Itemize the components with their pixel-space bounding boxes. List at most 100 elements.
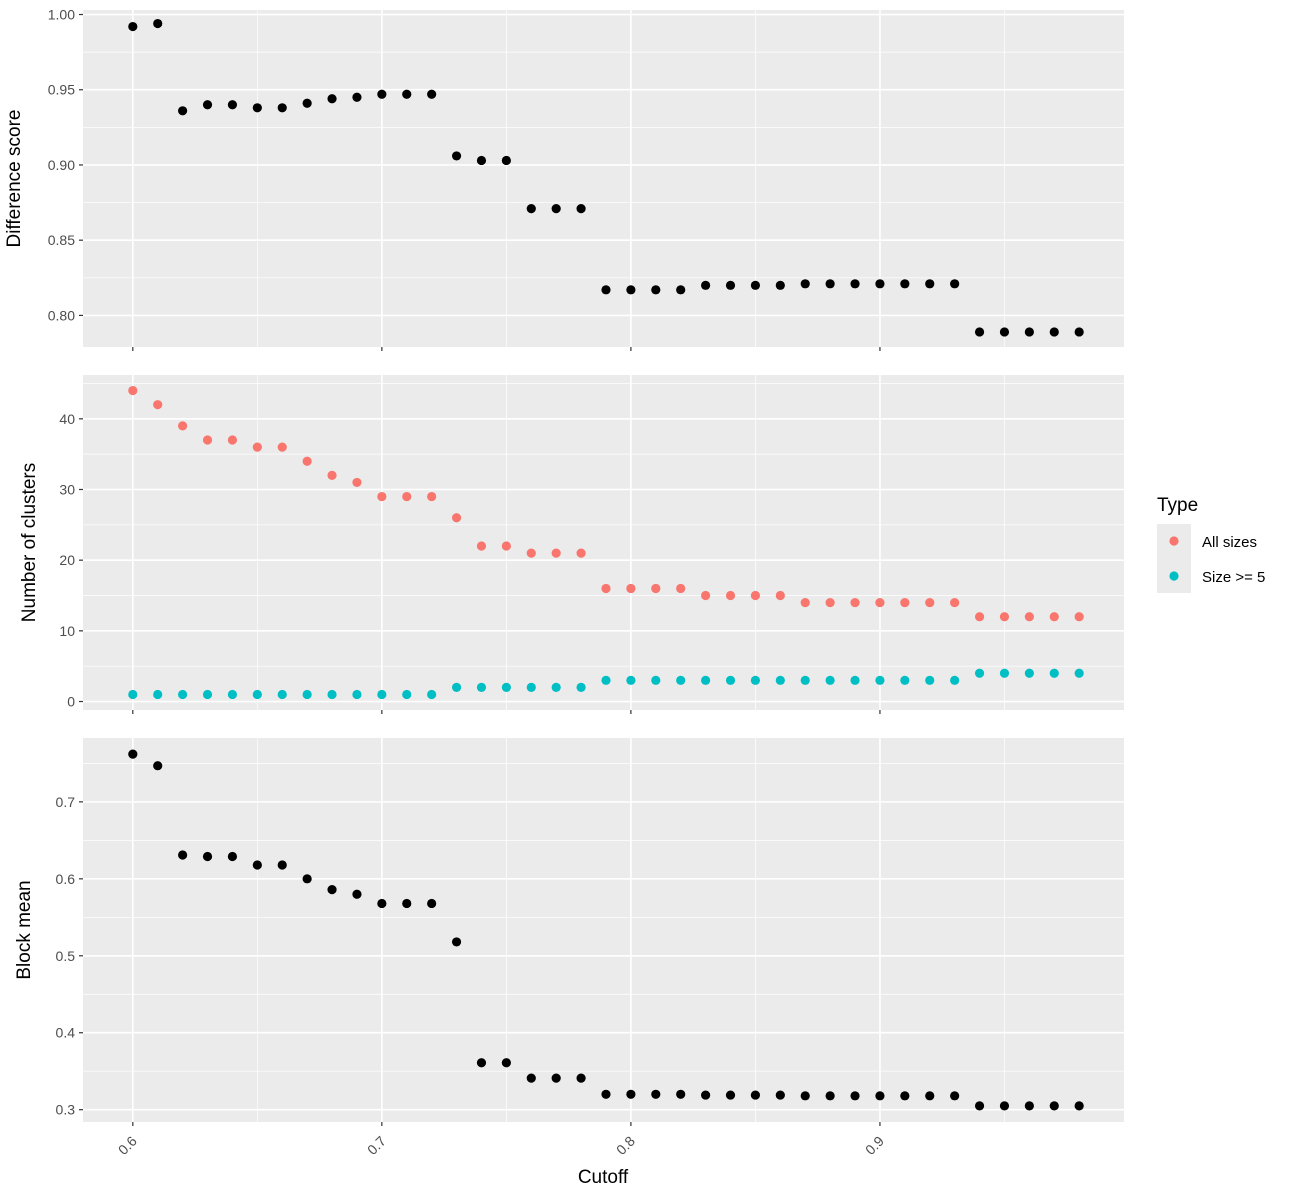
y-tick-label: 40 [59,411,75,427]
data-point [701,590,711,601]
data-point [576,682,586,692]
data-point [277,442,287,452]
data-point [750,1090,761,1100]
data-point [900,1091,910,1101]
legend-key [1169,536,1179,546]
data-point [875,279,885,289]
data-point [576,1073,586,1083]
data-point [999,327,1010,337]
data-point [1024,327,1034,337]
data-point [925,675,935,685]
data-point [427,491,437,502]
data-point [626,1089,636,1099]
data-point [601,675,611,685]
legend-key [1169,571,1179,581]
data-point [402,898,412,909]
y-tick-label: 0.5 [56,948,76,964]
data-point [551,1073,561,1083]
data-point [227,435,238,445]
data-point [153,689,163,700]
y-axis-title: Number of clusters [19,463,40,622]
data-point [950,597,960,608]
data-point [900,675,910,685]
panel-2: 0 10 20 30 40 Number of clusters [19,375,1124,714]
data-point [825,279,835,289]
legend-title: Type [1157,495,1198,516]
data-point [651,285,661,295]
data-point [1074,668,1084,678]
data-point [601,285,611,295]
data-point [676,285,686,295]
data-point [302,689,312,700]
data-point [601,583,611,594]
data-point [626,675,636,685]
y-tick-label: 10 [59,623,75,639]
data-point [651,583,661,594]
data-point [526,1073,536,1083]
data-point [750,675,761,685]
y-tick-label: 0.4 [56,1025,76,1041]
data-point [925,597,935,608]
data-point [551,203,561,214]
legend-label: Size >= 5 [1202,569,1265,586]
data-point [352,477,362,488]
data-point [277,860,287,870]
data-point [402,689,412,700]
data-point [501,155,511,166]
data-point [227,851,238,862]
data-point [128,385,138,396]
data-point [1024,612,1034,622]
data-point [875,1091,885,1101]
data-point [153,400,163,410]
data-point [775,1090,785,1100]
data-point [501,682,511,692]
data-point [277,689,287,700]
data-point [153,18,163,29]
data-point [775,280,785,290]
data-point [377,89,387,99]
data-point [1074,612,1084,622]
data-point [701,280,711,290]
data-point [252,689,262,700]
legend: Type All sizes Size >= 5 [1157,495,1265,593]
data-point [800,1091,810,1101]
data-point [551,682,561,692]
data-point [377,689,387,700]
x-tick-label: 0.8 [613,1133,638,1158]
data-point [302,456,312,466]
data-point [651,1089,661,1099]
data-point [825,597,835,608]
y-tick-label: 0.6 [56,871,76,887]
data-point [252,103,262,113]
data-point [925,279,935,289]
data-point [875,597,885,608]
y-tick-label: 1.00 [48,7,75,23]
x-tick-label: 0.6 [115,1133,140,1158]
data-point [974,612,985,622]
series-all-sizes [128,385,1084,622]
y-tick-label: 0 [67,694,75,710]
data-point [626,285,636,295]
data-point [651,675,661,685]
panel-3: 0.3 0.4 0.5 0.6 0.7 Block mean [14,738,1124,1126]
data-point [377,491,387,502]
y-tick-label: 20 [59,552,75,568]
series-panel-3-points [128,749,1084,1111]
data-point [352,689,362,700]
data-point [302,874,312,884]
data-point [476,682,487,692]
data-point [178,106,188,116]
data-point [701,1090,711,1100]
data-point [327,884,337,895]
data-point [178,850,188,860]
data-point [725,280,736,290]
data-point [950,279,960,289]
data-point [451,937,462,947]
panel-background [83,738,1124,1122]
data-point [825,1091,835,1101]
data-point [1049,327,1059,337]
data-point [526,203,536,214]
data-point [850,1091,860,1101]
y-axis-title: Block mean [14,880,35,979]
data-point [800,279,810,289]
